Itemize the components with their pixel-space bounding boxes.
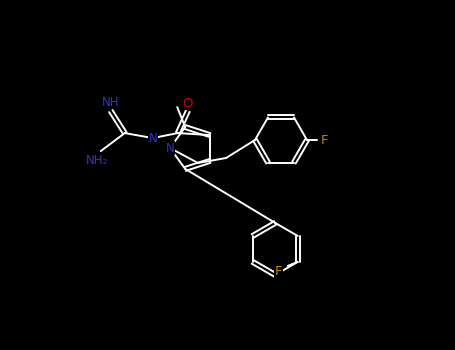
Text: F: F bbox=[320, 133, 328, 147]
Text: O: O bbox=[182, 97, 193, 110]
Text: N: N bbox=[166, 141, 174, 154]
Text: NH: NH bbox=[102, 96, 120, 108]
Text: N: N bbox=[148, 132, 157, 145]
Text: F: F bbox=[275, 265, 283, 278]
Text: NH₂: NH₂ bbox=[86, 154, 108, 167]
